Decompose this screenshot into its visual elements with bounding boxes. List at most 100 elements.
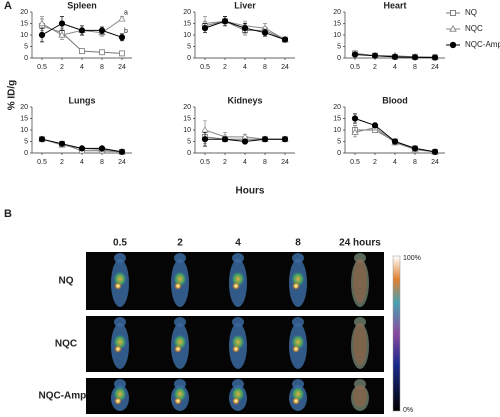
column-label: 2 [177,238,183,249]
marker [78,145,86,152]
column-label: 8 [295,238,301,249]
marker [201,136,209,143]
x-tick-label: 8 [100,64,104,71]
annotation: a [124,10,128,17]
mouse-head [174,317,186,327]
color-bar [392,255,401,412]
y-tick-label: 0 [337,150,341,157]
x-tick-label: 0.5 [200,159,210,166]
marker [261,29,269,36]
column-label: 0.5 [113,238,127,249]
marker [241,138,249,145]
marker [449,25,457,32]
color-bar-label: 100% [403,255,421,262]
chart-title: Lungs [69,95,96,105]
x-tick-label: 24 [281,159,289,166]
y-tick-label: 20 [183,104,191,111]
uptake [114,345,122,353]
y-tick-label: 0 [337,55,341,62]
marker [391,53,399,60]
y-tick-label: 15 [183,20,191,27]
y-tick-label: 15 [183,115,191,122]
x-tick-label: 4 [80,159,84,166]
x-tick-label: 24 [118,64,126,71]
series-line [354,118,436,153]
mouse-image [351,379,369,411]
y-tick-label: 15 [20,115,28,122]
uptake [174,397,182,405]
legend-label: NQ [465,8,477,17]
y-tick-label: 5 [24,138,28,145]
y-tick-label: 10 [20,127,28,134]
legend-label: NQC-AmpB [465,40,500,49]
mouse-head [114,379,126,389]
y-tick-label: 20 [20,9,28,16]
y-tick-label: 20 [333,9,341,16]
mouse-image [289,317,307,369]
x-tick-label: 8 [263,159,267,166]
marker [391,138,399,145]
y-tick-label: 10 [183,32,191,39]
marker [221,136,229,143]
uptake [292,282,300,290]
y-tick-label: 15 [20,20,28,27]
x-tick-label: 4 [243,64,247,71]
uptake [232,345,240,353]
x-tick-label: 2 [223,64,227,71]
y-tick-label: 5 [187,138,191,145]
x-axis-label: Hours [236,186,265,197]
mouse-head [114,253,126,263]
x-tick-label: 24 [281,64,289,71]
chart-title: Liver [234,0,256,10]
y-tick-label: 0 [187,150,191,157]
x-tick-label: 8 [413,159,417,166]
x-tick-label: 4 [393,64,397,71]
mouse-image [171,317,189,369]
uptake [232,397,240,405]
y-tick-label: 0 [24,150,28,157]
marker [241,25,249,32]
y-tick-label: 20 [20,104,28,111]
mouse-image [351,317,369,369]
y-tick-label: 20 [333,104,341,111]
mouse-image [229,253,247,307]
y-tick-label: 15 [333,115,341,122]
uptake [174,282,182,290]
x-tick-label: 4 [80,64,84,71]
x-tick-label: 8 [413,64,417,71]
mouse-image [171,253,189,307]
uptake [353,323,367,365]
marker [119,50,125,57]
marker [99,49,105,56]
marker [58,20,66,27]
column-label: 4 [235,238,241,249]
mouse-head [354,317,366,327]
x-tick-label: 0.5 [200,64,210,71]
mouse-head [114,317,126,327]
y-tick-label: 20 [183,9,191,16]
uptake [174,345,182,353]
mouse-head [232,379,244,389]
color-bar-label: 0% [403,407,413,414]
mouse-head [354,253,366,263]
uptake [353,385,367,407]
y-tick-label: 10 [333,127,341,134]
chart-title: Kidneys [227,95,262,105]
marker [78,27,86,34]
mouse-image [289,253,307,307]
marker [58,140,66,147]
x-tick-label: 4 [243,159,247,166]
x-tick-label: 0.5 [350,159,360,166]
mouse-image [229,379,247,411]
row-label: NQ [59,276,74,287]
marker [281,136,289,143]
uptake [114,397,122,405]
y-tick-label: 5 [24,43,28,50]
marker [351,128,359,135]
chart-title: Blood [382,95,408,105]
mouse-image [289,379,307,411]
mouse-image [351,253,369,307]
row-label: NQC [55,339,77,350]
marker [351,115,359,122]
